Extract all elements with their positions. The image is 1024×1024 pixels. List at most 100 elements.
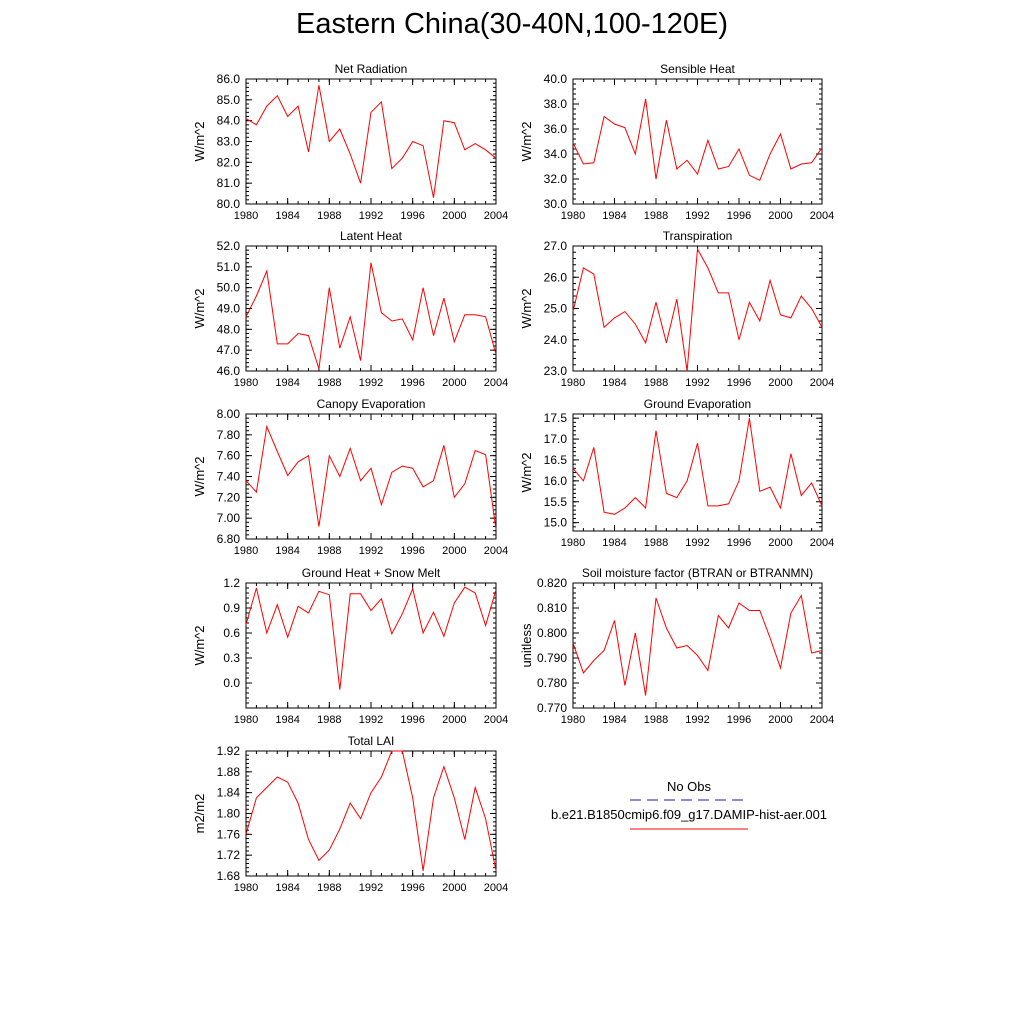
y-tick-label: 1.72 xyxy=(217,848,241,862)
series-line xyxy=(572,594,823,696)
x-tick-label: 2000 xyxy=(442,377,466,389)
y-tick-label: 23.0 xyxy=(544,364,568,378)
x-tick-label: 1996 xyxy=(727,210,751,222)
x-tick-label: 1996 xyxy=(727,714,751,726)
x-tick-label: 2004 xyxy=(484,545,508,557)
plot-frame xyxy=(245,413,497,540)
panel-title: Total LAI xyxy=(348,734,395,748)
plot-frame xyxy=(572,78,823,205)
x-tick-label: 1980 xyxy=(234,377,258,389)
x-tick-label: 2000 xyxy=(768,377,792,389)
plot-frame xyxy=(245,78,497,205)
x-tick-label: 1980 xyxy=(234,545,258,557)
y-tick-label: 0.9 xyxy=(223,601,240,615)
x-tick-label: 2000 xyxy=(768,210,792,222)
y-tick-label: 50.0 xyxy=(217,281,241,295)
y-tick-label: 26.0 xyxy=(544,270,568,284)
x-tick-label: 1980 xyxy=(561,377,585,389)
panel-title: Ground Evaporation xyxy=(644,397,751,411)
y-tick-label: 6.80 xyxy=(217,532,241,546)
series-line xyxy=(572,418,823,515)
x-tick-label: 1984 xyxy=(275,714,299,726)
y-tick-label: 17.0 xyxy=(544,432,568,446)
y-tick-label: 83.0 xyxy=(217,135,241,149)
y-tick-label: 47.0 xyxy=(217,343,241,357)
x-tick-label: 1996 xyxy=(727,377,751,389)
x-tick-label: 2000 xyxy=(442,210,466,222)
y-tick-label: 1.92 xyxy=(217,744,241,758)
x-tick-label: 1992 xyxy=(359,545,383,557)
y-tick-label: 27.0 xyxy=(544,239,568,253)
x-tick-label: 1988 xyxy=(317,545,341,557)
y-tick-label: 1.80 xyxy=(217,807,241,821)
y-tick-label: 52.0 xyxy=(217,239,241,253)
plot-frame xyxy=(572,245,823,372)
series-line xyxy=(245,750,497,871)
y-tick-label: 30.0 xyxy=(544,197,568,211)
y-tick-label: 38.0 xyxy=(544,97,568,111)
x-tick-label: 1988 xyxy=(644,377,668,389)
y-tick-label: 16.5 xyxy=(544,453,568,467)
x-tick-label: 2004 xyxy=(484,377,508,389)
x-tick-label: 2000 xyxy=(768,714,792,726)
x-tick-label: 1984 xyxy=(275,210,299,222)
x-tick-label: 1988 xyxy=(644,537,668,549)
y-tick-label: 40.0 xyxy=(544,72,568,86)
y-tick-label: 0.770 xyxy=(537,701,567,715)
x-tick-label: 1988 xyxy=(317,882,341,894)
x-tick-label: 1992 xyxy=(685,377,709,389)
panel-title: Latent Heat xyxy=(340,229,403,243)
y-axis-label: m2/m2 xyxy=(192,794,207,834)
x-tick-label: 2004 xyxy=(810,714,834,726)
y-axis-label: W/m^2 xyxy=(192,121,207,161)
y-tick-label: 1.88 xyxy=(217,765,241,779)
y-axis-label: W/m^2 xyxy=(192,288,207,328)
panel-title: Net Radiation xyxy=(335,62,408,76)
x-tick-label: 1984 xyxy=(602,210,626,222)
plot-frame xyxy=(245,582,497,709)
y-tick-label: 1.84 xyxy=(217,786,241,800)
y-tick-label: 7.80 xyxy=(217,428,241,442)
x-tick-label: 1984 xyxy=(602,537,626,549)
x-tick-label: 1992 xyxy=(359,714,383,726)
y-axis-label: W/m^2 xyxy=(192,625,207,665)
series-line xyxy=(245,586,497,690)
y-tick-label: 46.0 xyxy=(217,364,241,378)
panel-transpiration: 1980 1984 1988 1992 1996 2000 2004 23.0 24.0 25.0… xyxy=(519,229,834,389)
x-tick-label: 1980 xyxy=(234,714,258,726)
x-tick-label: 1992 xyxy=(359,882,383,894)
x-tick-label: 2004 xyxy=(484,714,508,726)
x-tick-label: 1980 xyxy=(561,537,585,549)
x-tick-label: 2004 xyxy=(810,210,834,222)
panel-title: Canopy Evaporation xyxy=(317,397,426,411)
y-axis-label: W/m^2 xyxy=(192,456,207,496)
legend-label-no-obs: No Obs xyxy=(667,779,712,794)
panel-total-lai: 1980 1984 1988 1992 1996 2000 2004 1.68 1.72 1.76… xyxy=(192,734,508,894)
figure-title: Eastern China(30-40N,100-120E) xyxy=(295,8,729,40)
panel-title: Soil moisture factor (BTRAN or BTRANMN) xyxy=(582,566,813,580)
x-tick-label: 2004 xyxy=(810,537,834,549)
series-line xyxy=(245,85,497,198)
x-tick-label: 1996 xyxy=(400,882,424,894)
y-tick-label: 86.0 xyxy=(217,72,241,86)
x-tick-label: 1984 xyxy=(275,882,299,894)
panel-soil-moisture-factor-btran-or-btranmn: 1980 1984 1988 1992 1996 2000 2004 0.770 0.780 0.… xyxy=(519,566,834,726)
y-axis-label: W/m^2 xyxy=(519,288,534,328)
y-tick-label: 32.0 xyxy=(544,172,568,186)
y-tick-label: 85.0 xyxy=(217,93,241,107)
y-tick-label: 25.0 xyxy=(544,302,568,316)
y-tick-label: 1.76 xyxy=(217,827,241,841)
panel-title: Ground Heat + Snow Melt xyxy=(302,566,441,580)
y-tick-label: 36.0 xyxy=(544,122,568,136)
y-tick-label: 82.0 xyxy=(217,155,241,169)
x-tick-label: 1992 xyxy=(685,210,709,222)
y-tick-label: 15.0 xyxy=(544,516,568,530)
y-tick-label: 49.0 xyxy=(217,302,241,316)
x-tick-label: 2004 xyxy=(810,377,834,389)
x-tick-label: 2004 xyxy=(484,210,508,222)
x-tick-label: 1996 xyxy=(727,537,751,549)
y-tick-label: 81.0 xyxy=(217,176,241,190)
y-tick-label: 0.810 xyxy=(537,601,567,615)
x-tick-label: 1984 xyxy=(602,714,626,726)
x-tick-label: 1996 xyxy=(400,714,424,726)
